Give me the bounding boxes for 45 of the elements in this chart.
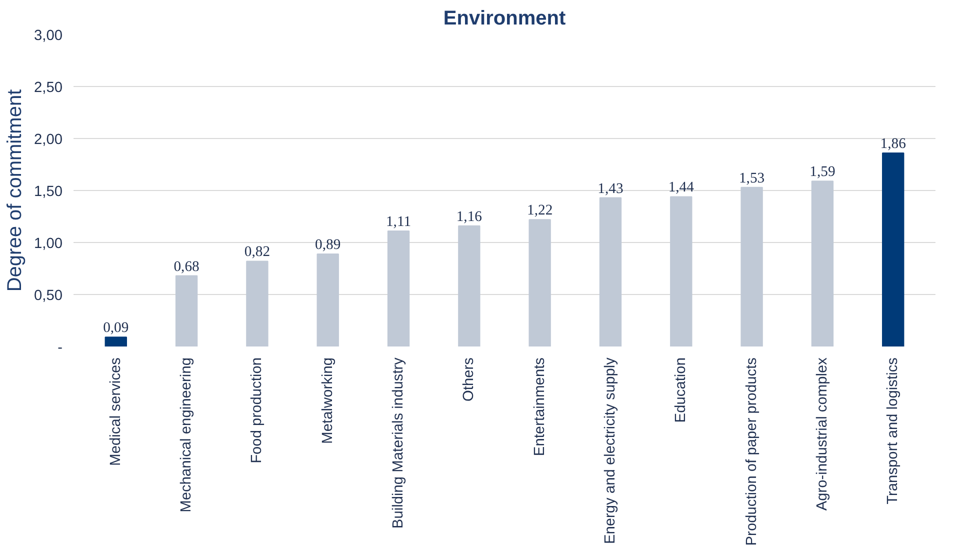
bar [811,180,834,346]
y-tick-label: 2,50 [34,80,63,96]
x-tick-label: Education [673,358,690,423]
data-label: 0,09 [103,320,129,336]
data-label: 0,68 [174,258,200,275]
data-label: 1,53 [738,170,765,186]
bar [740,186,763,346]
bar [670,196,692,346]
y-tick-label: 3,00 [34,28,63,44]
x-tick-label: Food production [249,358,266,464]
data-label: 1,43 [598,180,624,197]
y-tick-label: 2,00 [34,132,63,148]
data-label: 1,59 [810,164,836,180]
y-axis-title: Degree of commitment [4,88,26,292]
y-tick-label: 0,50 [34,288,63,304]
bar [599,197,622,346]
bar [104,336,127,346]
data-label: 0,89 [315,236,341,253]
data-label: 1,16 [456,208,482,225]
x-tick-label: Mechanical engineering [178,357,195,512]
data-label: 1,44 [668,180,695,196]
bar [882,152,904,346]
x-tick-label: Agro-industrial complex [814,356,830,511]
y-tick-label: 1,00 [34,236,63,252]
data-label: 1,11 [386,214,412,230]
x-tick-label: Energy and electricity supply [602,356,618,544]
bar [458,225,480,346]
bar [316,253,339,346]
bar [246,260,268,346]
chart-title: Environment [443,8,566,30]
x-tick-label: Others [461,358,478,402]
x-tick-label: Production of paper products [744,357,760,546]
x-tick-label: Medical services [108,358,124,466]
y-tick-label: 1,50 [34,184,63,200]
bar [528,219,551,346]
x-tick-label: Building Materials industry [390,356,407,529]
bar [175,275,198,346]
data-label: 1,86 [880,136,906,152]
data-label: 0,82 [244,244,270,260]
bar [387,230,410,346]
x-tick-label: Transport and logistics [885,357,902,504]
x-tick-label: Metalworking [320,358,336,444]
data-label: 1,22 [527,202,553,219]
y-tick-label: - [58,340,63,356]
x-tick-label: Entertainments [532,357,548,456]
